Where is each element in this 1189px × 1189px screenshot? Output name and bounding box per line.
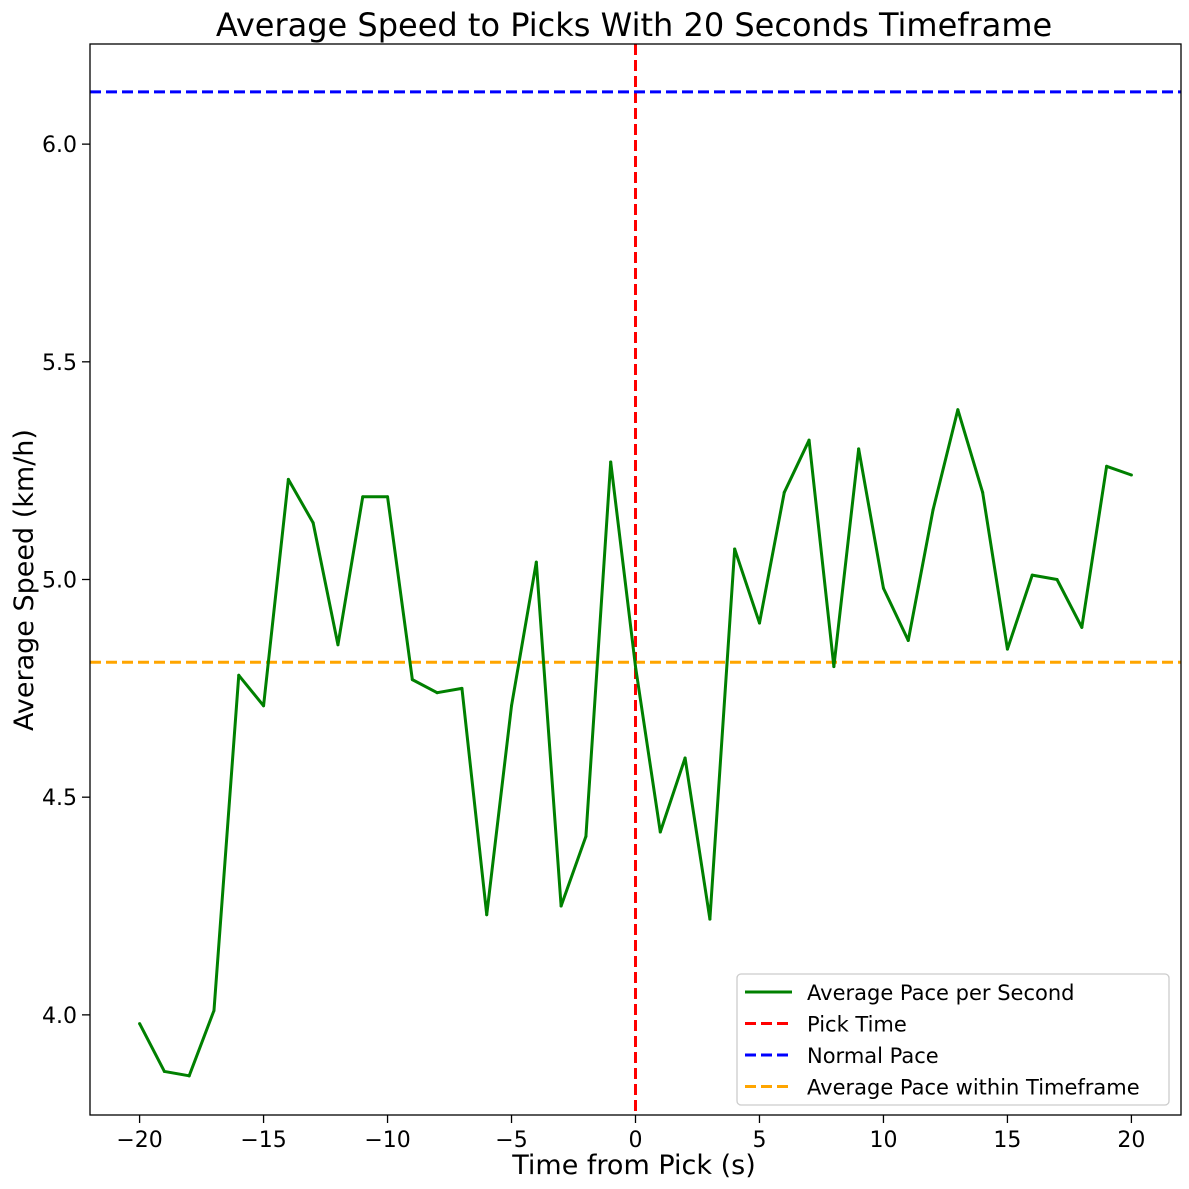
data-point [807,438,811,442]
data-point [336,643,340,647]
legend-label: Average Pace within Timeframe [807,1076,1140,1100]
x-tick-label: −15 [240,1128,286,1153]
data-point [187,1074,191,1078]
legend-box [736,973,1170,1106]
legend-label: Normal Pace [807,1044,939,1068]
data-point [733,547,737,551]
x-axis-label: Time from Pick (s) [511,1150,755,1181]
data-point [1030,573,1034,577]
data-point [609,460,613,464]
data-point [658,830,662,834]
data-point [584,834,588,838]
data-point [857,447,861,451]
data-point [683,756,687,760]
data-point [757,621,761,625]
data-point [634,665,637,669]
data-point [410,678,414,682]
legend-label: Pick Time [807,1013,907,1037]
x-tick-label: 20 [1117,1128,1145,1153]
data-point [1080,625,1084,629]
data-point [931,508,935,512]
data-point [386,495,390,499]
data-point [832,665,836,669]
data-point [435,691,439,695]
data-point [1105,464,1109,468]
data-point [1129,473,1133,477]
data-point [881,586,885,590]
data-point [212,1009,216,1013]
chart-title: Average Speed to Picks With 20 Seconds T… [216,6,1052,44]
y-tick-label: 5.0 [42,569,77,594]
data-point [286,477,290,481]
x-tick-label: 0 [629,1128,643,1153]
data-point [485,913,489,917]
x-tick-label: −10 [364,1128,410,1153]
data-point [534,560,538,564]
y-tick-label: 5.5 [42,351,77,376]
data-point [361,495,365,499]
data-point [708,917,712,921]
x-tick-label: −20 [116,1128,162,1153]
data-point [981,490,985,494]
y-tick-label: 4.0 [42,1004,77,1029]
x-tick-label: 10 [869,1128,897,1153]
x-tick-label: 5 [752,1128,766,1153]
plot-area: −20 −15 −10 −5 0 5 10 15 20 4.0 4.5 5.0 5.5 6.0 Averag… [42,43,1182,1153]
data-point [782,490,786,494]
data-point [237,673,241,677]
y-tick-label: 6.0 [42,133,77,158]
data-point [559,904,563,908]
data-point [460,686,464,690]
data-point [262,704,266,708]
data-point [906,638,910,642]
data-point [138,1022,142,1026]
data-point [510,704,514,708]
data-point [1055,578,1059,581]
data-point [162,1069,166,1073]
data-point [1005,647,1009,651]
y-tick-label: 4.5 [42,786,77,811]
x-tick-label: 15 [993,1128,1021,1153]
x-tick-label: −5 [495,1128,527,1153]
data-point [956,408,960,412]
legend-label: Average Pace per Second [807,981,1074,1005]
y-axis-label: Average Speed (km/h) [9,429,40,731]
data-point [311,521,315,525]
